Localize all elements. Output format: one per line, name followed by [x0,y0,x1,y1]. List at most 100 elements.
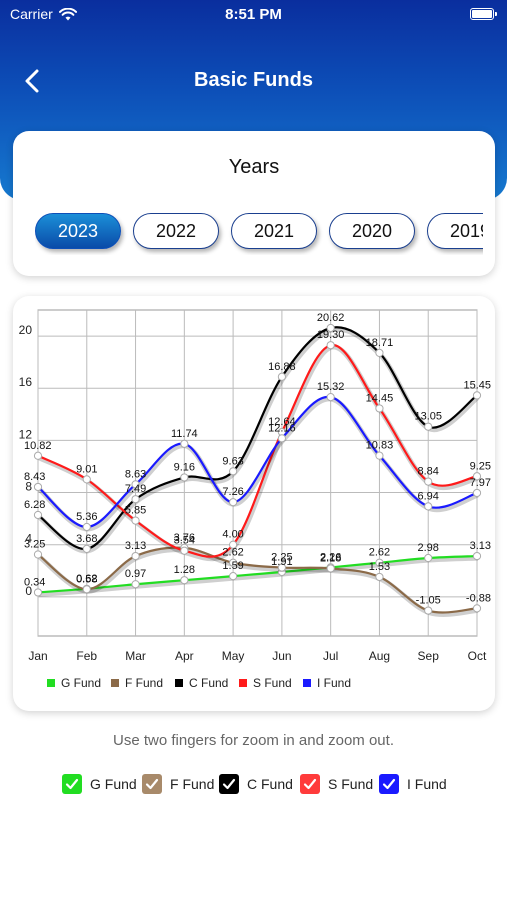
data-point-i-fund [375,451,384,460]
data-label: 7.49 [125,483,146,495]
legend-label: C Fund [189,676,228,690]
legend-swatch [47,679,55,687]
data-point-f-fund [131,551,140,561]
legend-swatch [111,679,119,687]
series-shadow-g-fund [38,555,479,597]
x-tick-label: Aug [369,649,390,663]
y-tick-label: 16 [19,375,33,389]
data-label: 13.05 [414,411,442,423]
data-point-g-fund [180,576,189,585]
data-label: 15.45 [463,379,491,391]
data-label: 10.83 [366,440,394,452]
data-label: 2.26 [320,551,341,563]
filter-label: S Fund [328,776,374,792]
data-point-f-fund [33,550,43,559]
year-pill-2022[interactable]: 2022 [133,213,219,249]
data-label: 15.32 [317,381,345,393]
data-label: 2.62 [222,547,243,559]
data-point-c-fund [131,495,140,504]
data-label: 1.59 [222,560,243,572]
filter-label: G Fund [90,776,137,792]
data-point-g-fund [131,580,140,589]
data-label: 1.53 [369,561,390,573]
year-pill-2023[interactable]: 2023 [35,213,121,249]
legend-label: I Fund [317,676,351,690]
checkbox-i-fund[interactable] [379,774,399,794]
data-label: 0.58 [76,573,97,585]
checkbox-g-fund[interactable] [62,774,82,794]
data-label: 20.62 [317,312,345,324]
data-label: -0.88 [466,592,491,604]
data-point-i-fund [326,393,335,402]
data-label: 9.63 [222,455,243,467]
data-point-f-fund [472,604,482,613]
legend-label: F Fund [125,676,163,690]
legend-swatch [303,679,311,687]
year-selector[interactable]: 2023 2022 2021 2020 2019 [35,213,483,255]
data-point-s-fund [424,477,433,486]
checkmark-icon [145,778,159,790]
fund-line-chart[interactable]: Jan Feb Mar Apr May Jun Jul Aug Sep Oct 0 4 8 12 16 20 0… [13,296,495,711]
data-label: 3.13 [470,540,491,552]
carrier-label: Carrier [10,6,53,22]
data-label: 7.26 [222,486,243,498]
year-pill-2021[interactable]: 2021 [231,213,317,249]
data-point-s-fund [82,475,91,484]
zoom-hint: Use two fingers for zoom in and zoom out… [113,732,394,749]
checkbox-c-fund[interactable] [219,774,239,794]
year-pill-2019[interactable]: 2019 [427,213,483,249]
series-line-c-fund [37,326,478,550]
back-button[interactable] [18,66,48,96]
data-label: 1.91 [271,556,292,568]
checkbox-s-fund[interactable] [300,774,320,794]
data-label: 1.28 [174,564,195,576]
data-point-s-fund [33,451,43,460]
filter-s-fund[interactable]: S Fund [300,772,373,796]
data-label: 0.34 [24,576,45,588]
x-tick-label: Mar [125,649,146,663]
data-label: 9.25 [470,460,491,472]
data-label: 3.54 [174,535,195,547]
filter-f-fund[interactable]: F Fund [142,772,214,796]
data-label: 18.71 [366,337,394,349]
checkmark-icon [65,778,79,790]
x-tick-label: Apr [175,649,194,663]
fund-filters: G Fund F Fund C Fund S Fund I Fund [0,772,507,796]
data-point-c-fund [277,372,286,381]
checkbox-f-fund[interactable] [142,774,162,794]
series-line-f-fund [37,546,478,614]
data-point-i-fund [180,439,189,448]
data-label: 12.16 [268,422,296,434]
chevron-left-icon [25,69,39,93]
data-point-c-fund [33,510,43,520]
navigation-bar: Basic Funds [0,60,507,104]
filter-i-fund[interactable]: I Fund [379,772,447,796]
legend-label: G Fund [61,676,101,690]
data-point-f-fund [375,572,384,582]
series-line-i-fund [37,395,478,529]
data-point-g-fund [424,553,433,563]
battery-icon [470,8,497,20]
wifi-icon [58,7,77,20]
data-label: 8.43 [24,471,45,483]
data-label: 3.25 [24,539,45,551]
x-tick-label: Jan [28,649,47,663]
year-pill-2020[interactable]: 2020 [329,213,415,249]
filter-c-fund[interactable]: C Fund [219,772,293,796]
page-title: Basic Funds [194,69,313,91]
data-label: 0.97 [125,568,146,580]
data-point-c-fund [326,323,335,333]
checkmark-icon [303,778,317,790]
data-label: 9.16 [174,461,195,473]
y-tick-label: 20 [19,323,33,337]
data-point-g-fund [472,551,482,561]
filter-g-fund[interactable]: G Fund [62,772,137,796]
x-tick-label: Sep [418,649,440,663]
data-point-f-fund [229,558,238,567]
legend-swatch [175,679,183,687]
y-tick-label: 8 [25,480,32,494]
data-point-f-fund [326,564,335,573]
data-point-c-fund [82,544,91,553]
data-label: 2.25 [271,552,292,564]
data-point-i-fund [424,502,433,511]
